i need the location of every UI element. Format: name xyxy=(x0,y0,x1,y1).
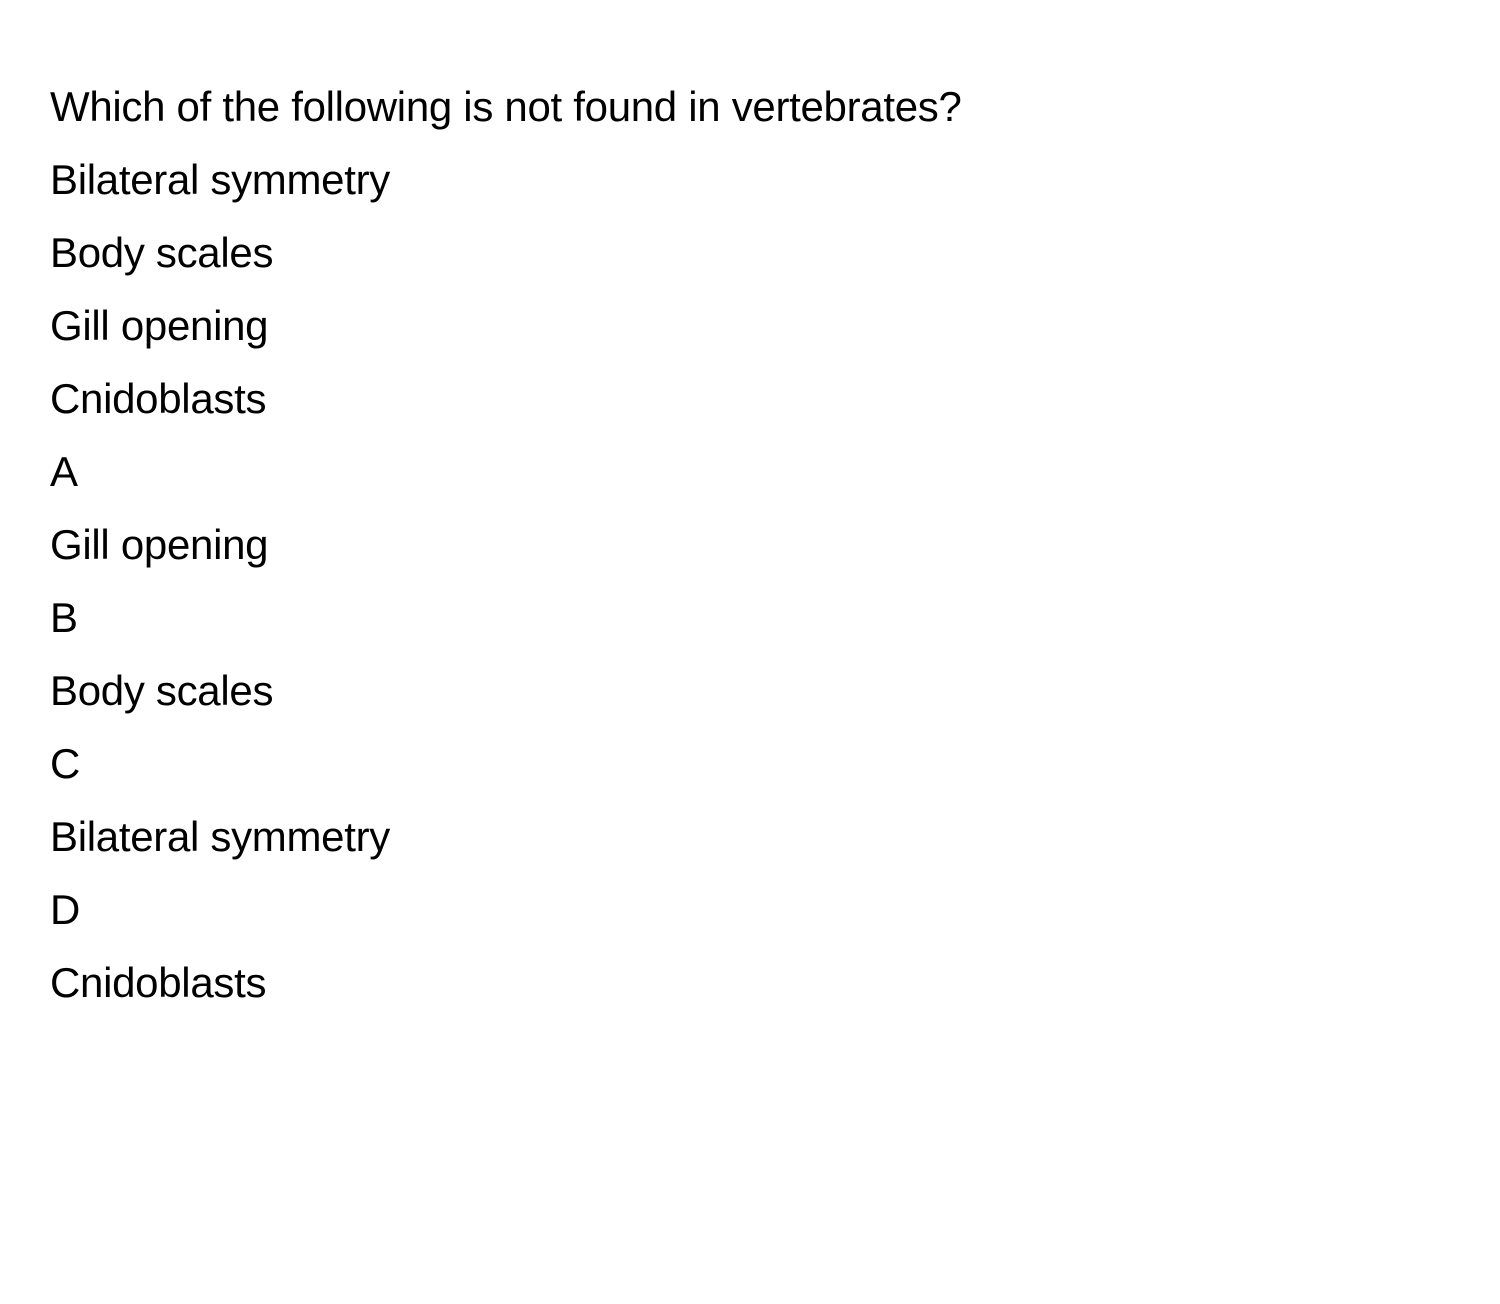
question-item: Bilateral symmetry xyxy=(50,148,1450,211)
option-text: Cnidoblasts xyxy=(50,951,1450,1014)
question-item: Gill opening xyxy=(50,294,1450,357)
question-item: Body scales xyxy=(50,221,1450,284)
option-letter: D xyxy=(50,878,1450,941)
option-letter: C xyxy=(50,732,1450,795)
question-prompt: Which of the following is not found in v… xyxy=(50,75,1450,138)
option-text: Bilateral symmetry xyxy=(50,805,1450,868)
option-text: Body scales xyxy=(50,659,1450,722)
option-text: Gill opening xyxy=(50,513,1450,576)
option-letter: B xyxy=(50,586,1450,649)
question-item: Cnidoblasts xyxy=(50,367,1450,430)
quiz-content: Which of the following is not found in v… xyxy=(50,75,1450,1024)
option-letter: A xyxy=(50,440,1450,503)
